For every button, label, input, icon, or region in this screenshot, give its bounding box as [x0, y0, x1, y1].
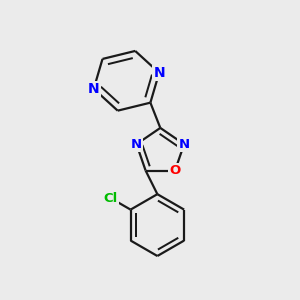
- Text: N: N: [153, 66, 165, 80]
- Text: Cl: Cl: [103, 192, 118, 205]
- Text: N: N: [178, 138, 190, 151]
- Text: N: N: [88, 82, 100, 96]
- Text: N: N: [131, 138, 142, 151]
- Text: O: O: [169, 164, 181, 177]
